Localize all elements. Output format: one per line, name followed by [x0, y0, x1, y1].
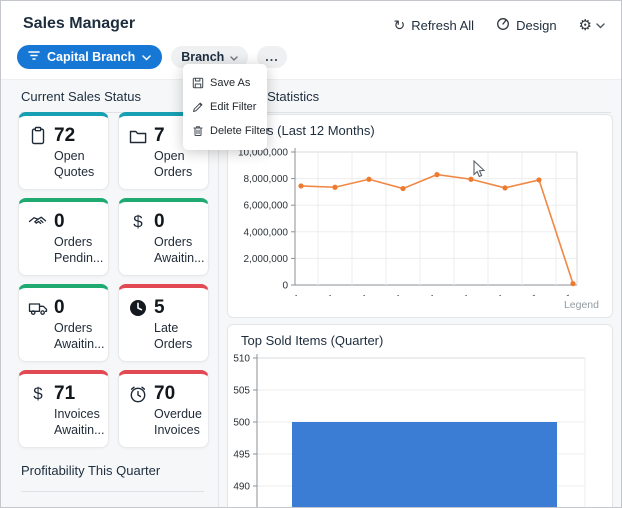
kpi-value: 0 [54, 297, 65, 319]
kpi-card-orders-awaiting-delivery[interactable]: 0 OrdersAwaitin... [18, 284, 109, 362]
design-label: Design [516, 18, 556, 33]
kpi-card-open-quotes[interactable]: 72 OpenQuotes [18, 112, 109, 190]
delete-icon [192, 125, 204, 137]
filter-context-menu: Save As Edit Filter Delete Filter [183, 64, 267, 150]
menu-item-delete-filter[interactable]: Delete Filter [183, 119, 267, 143]
active-filter-chip[interactable]: Capital Branch [17, 45, 162, 69]
svg-text:06-2024: 06-2024 [266, 293, 303, 296]
kpi-value: 0 [54, 211, 65, 233]
dashboard-body: Current Sales Status 72 OpenQuotes [1, 79, 622, 508]
sales-last-12-months-card: Sales (Last 12 Months) 0 2,000,000 4,000,0… [227, 114, 613, 318]
kpi-value: 5 [154, 297, 165, 319]
svg-text:10-2024: 10-2024 [402, 293, 439, 296]
bar-chart-title: Top Sold Items (Quarter) [228, 325, 612, 348]
svg-text:05-2025: 05-2025 [538, 293, 575, 296]
dollar-icon: $ [28, 384, 48, 404]
kpi-value: 71 [54, 383, 75, 405]
svg-text:495: 495 [233, 450, 250, 461]
svg-text:08-2024: 08-2024 [334, 293, 371, 296]
svg-text:8,000,000: 8,000,000 [244, 174, 289, 185]
truck-icon [28, 298, 48, 318]
kpi-card-invoices-awaiting-payment[interactable]: $ 71 InvoicesAwaitin... [18, 370, 109, 448]
kpi-card-orders-pending[interactable]: 0 OrdersPendin... [18, 198, 109, 276]
sales-line-chart[interactable]: 02,000,0004,000,0006,000,0008,000,00010,… [228, 138, 612, 296]
svg-text:01-2025: 01-2025 [504, 293, 541, 296]
svg-text:4,000,000: 4,000,000 [244, 227, 289, 238]
design-button[interactable]: Design [496, 17, 556, 33]
refresh-all-button[interactable]: ↻ Refresh All [393, 18, 474, 33]
kpi-card-late-orders[interactable]: 5 LateOrders [118, 284, 209, 362]
kpi-value: 70 [154, 383, 175, 405]
clipboard-icon [28, 126, 48, 146]
page-title: Sales Manager [23, 15, 135, 33]
chevron-down-icon [142, 50, 151, 64]
svg-text:2,000,000: 2,000,000 [244, 254, 289, 265]
svg-text:12-2024: 12-2024 [470, 293, 507, 296]
branch-chip-label: Branch [181, 50, 224, 64]
legend-toggle[interactable]: Legend [564, 299, 599, 311]
svg-text:510: 510 [233, 354, 250, 365]
refresh-all-label: Refresh All [411, 18, 474, 33]
svg-text:07-2024: 07-2024 [300, 293, 337, 296]
sales-statistics-panel: Sales Statistics Sales (Last 12 Months) … [219, 80, 622, 508]
svg-text:11-2024: 11-2024 [436, 293, 473, 296]
svg-text:490: 490 [233, 482, 250, 493]
folder-icon [128, 126, 148, 146]
kpi-label: OrdersPendin... [19, 235, 108, 266]
kpi-label: OpenQuotes [19, 149, 108, 180]
top-sold-items-card: Top Sold Items (Quarter) 510 505 500 495 490 [227, 324, 613, 508]
sales-manager-dashboard: Sales Manager ↻ Refresh All Design ⚙ Cap… [0, 0, 622, 508]
active-filter-label: Capital Branch [47, 50, 135, 64]
kpi-card-grid: 72 OpenQuotes 7 OpenOrders [18, 112, 210, 448]
dollar-icon: $ [128, 212, 148, 232]
edit-icon [192, 101, 204, 113]
design-icon [496, 17, 510, 33]
kpi-label: OrdersAwaitin... [119, 235, 208, 266]
line-chart-title: Sales (Last 12 Months) [228, 115, 612, 138]
kpi-label: OverdueInvoices [119, 407, 208, 438]
ellipsis-icon: ... [265, 50, 278, 64]
section-title-current-sales-status: Current Sales Status [21, 80, 204, 113]
kpi-card-overdue-invoices[interactable]: 70 OverdueInvoices [118, 370, 209, 448]
header-actions: ↻ Refresh All Design ⚙ [393, 16, 605, 34]
settings-menu-button[interactable]: ⚙ [579, 16, 605, 34]
menu-item-save-as[interactable]: Save As [183, 71, 267, 95]
gear-icon: ⚙ [579, 16, 592, 34]
kpi-label: LateOrders [119, 321, 208, 352]
alarm-clock-icon [128, 384, 148, 404]
svg-text:6,000,000: 6,000,000 [244, 201, 289, 212]
menu-item-edit-filter[interactable]: Edit Filter [183, 95, 267, 119]
top-sold-items-bar-chart[interactable]: 510 505 500 495 490 [228, 348, 612, 508]
kpi-label: OrdersAwaitin... [19, 321, 108, 352]
chevron-down-icon [596, 16, 605, 34]
svg-text:500: 500 [233, 418, 250, 429]
svg-text:505: 505 [233, 386, 250, 397]
filter-icon [28, 50, 40, 64]
section-title-sales-statistics: Sales Statistics [231, 80, 611, 113]
handshake-icon [28, 212, 48, 232]
kpi-label: OpenOrders [119, 149, 208, 180]
svg-text:09-2024: 09-2024 [368, 293, 405, 296]
kpi-value: 7 [154, 125, 165, 147]
kpi-label: InvoicesAwaitin... [19, 407, 108, 438]
clock-filled-icon [128, 298, 148, 318]
refresh-icon: ↻ [393, 18, 405, 32]
save-icon [192, 77, 204, 89]
kpi-value: 72 [54, 125, 75, 147]
section-title-profitability: Profitability This Quarter [21, 463, 204, 492]
svg-text:0: 0 [282, 281, 288, 292]
kpi-card-orders-awaiting-payment[interactable]: $ 0 OrdersAwaitin... [118, 198, 209, 276]
kpi-value: 0 [154, 211, 165, 233]
chevron-down-icon [230, 50, 238, 64]
